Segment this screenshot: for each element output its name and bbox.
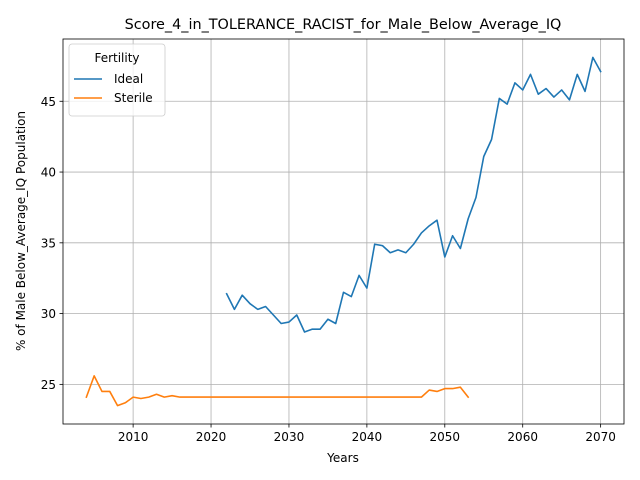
- x-tick-label: 2050: [430, 430, 461, 444]
- x-axis-ticks: 2010 2020 2030 2040 2050 2060 2070: [118, 424, 616, 444]
- x-tick-label: 2040: [352, 430, 383, 444]
- y-axis-label: % of Male Below_Average_IQ Population: [14, 111, 28, 351]
- legend-title: Fertility: [94, 51, 139, 65]
- legend-label-ideal: Ideal: [114, 72, 143, 86]
- y-tick-label: 25: [41, 378, 56, 392]
- y-axis-ticks: 25 30 35 40 45: [41, 95, 63, 392]
- x-tick-label: 2060: [507, 430, 538, 444]
- legend: Fertility Ideal Sterile: [68, 43, 166, 117]
- x-axis-label: Years: [326, 451, 359, 465]
- y-tick-label: 30: [41, 307, 56, 321]
- series-layer: [85, 56, 602, 407]
- y-tick-label: 45: [41, 95, 56, 109]
- y-tick-label: 35: [41, 236, 56, 250]
- x-tick-label: 2070: [585, 430, 616, 444]
- x-tick-label: 2030: [274, 430, 305, 444]
- x-tick-label: 2010: [118, 430, 149, 444]
- plot-area-frame: [62, 38, 625, 425]
- series-line-sterile: [85, 375, 470, 407]
- chart-title: Score_4_in_TOLERANCE_RACIST_for_Male_Bel…: [125, 17, 562, 33]
- x-tick-label: 2020: [196, 430, 227, 444]
- y-tick-label: 40: [41, 166, 56, 180]
- legend-label-sterile: Sterile: [114, 91, 153, 105]
- series-line-ideal: [225, 56, 602, 333]
